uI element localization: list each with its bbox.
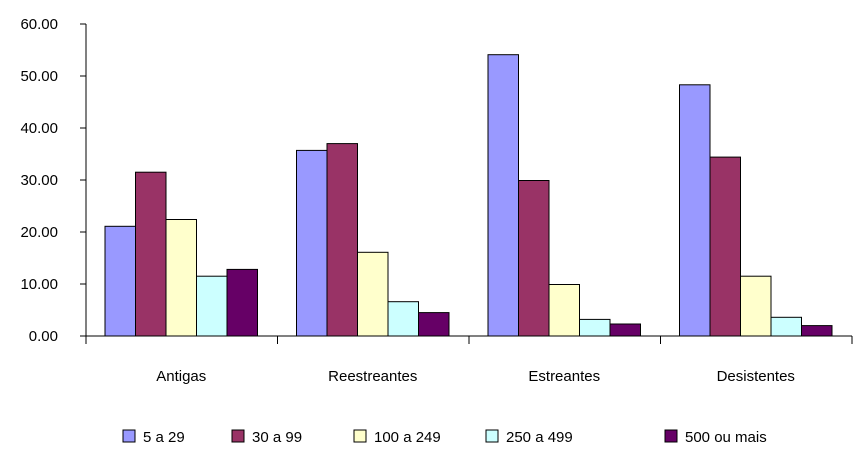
bar	[387, 301, 419, 337]
bar	[609, 323, 641, 337]
y-tick-label: 50.00	[20, 68, 58, 85]
y-tick-label: 20.00	[20, 224, 58, 241]
bar	[326, 143, 358, 337]
bar	[740, 275, 772, 337]
y-tick-label: 60.00	[20, 16, 58, 33]
x-category-label: Antigas	[156, 368, 206, 385]
legend-label: 100 a 249	[374, 429, 441, 446]
legend-label: 250 a 499	[506, 429, 573, 446]
bar	[196, 275, 228, 337]
y-tick-label: 0.00	[29, 328, 58, 345]
bar	[487, 54, 519, 337]
legend-label: 30 a 99	[252, 429, 302, 446]
y-tick-label: 10.00	[20, 276, 58, 293]
y-axis: 0.00 10.00 20.00 30.00 40.00 50.00 60.00	[20, 16, 87, 345]
x-axis: Antigas Reestreantes Estreantes Desistentes	[85, 335, 853, 385]
bar	[770, 316, 802, 337]
y-tick-label: 30.00	[20, 172, 58, 189]
y-tick-label: 40.00	[20, 120, 58, 137]
legend-swatch	[231, 429, 245, 443]
bar	[548, 284, 580, 337]
legend-swatch	[485, 429, 499, 443]
bar	[165, 219, 197, 337]
bar	[226, 268, 258, 337]
bar	[709, 156, 741, 337]
legend-swatch	[353, 429, 367, 443]
bar	[357, 251, 389, 337]
legend-label: 5 a 29	[143, 429, 185, 446]
bar	[418, 312, 450, 337]
bar	[296, 149, 328, 337]
legend: 5 a 29 30 a 99 100 a 249 250 a 499 500 ou ma…	[122, 429, 767, 446]
bar	[104, 225, 136, 337]
x-category-label: Estreantes	[528, 368, 600, 385]
bars	[104, 54, 833, 337]
x-category-label: Reestreantes	[328, 368, 417, 385]
legend-swatch	[664, 429, 678, 443]
legend-label: 500 ou mais	[685, 429, 767, 446]
bar	[801, 325, 833, 337]
bar	[679, 84, 711, 337]
bar	[579, 318, 611, 337]
x-category-label: Desistentes	[717, 368, 795, 385]
bar	[135, 171, 167, 337]
legend-swatch	[122, 429, 136, 443]
bar	[518, 180, 550, 337]
